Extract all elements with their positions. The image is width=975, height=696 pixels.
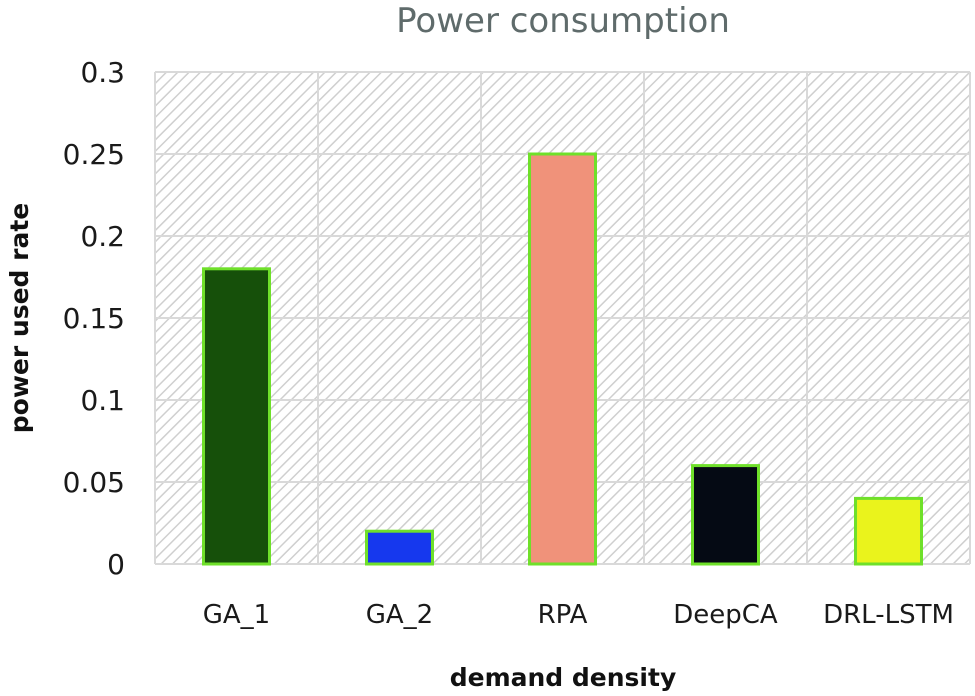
x-category-label: GA_1 bbox=[203, 600, 270, 630]
y-tick-label: 0.2 bbox=[80, 220, 125, 253]
y-axis-title: power used rate bbox=[5, 203, 34, 434]
y-tick-label: 0.25 bbox=[63, 138, 125, 171]
x-axis-title: demand density bbox=[450, 663, 677, 692]
y-axis-tick-labels: 0 0.05 0.1 0.15 0.2 0.25 0.3 bbox=[63, 56, 125, 581]
y-tick-label: 0.15 bbox=[63, 302, 125, 335]
y-tick-label: 0.05 bbox=[63, 466, 125, 499]
y-tick-label: 0 bbox=[107, 548, 125, 581]
x-category-label: GA_2 bbox=[366, 600, 433, 630]
y-tick-label: 0.1 bbox=[80, 384, 125, 417]
x-category-label: DRL-LSTM bbox=[823, 600, 954, 630]
bar-ga-1 bbox=[202, 267, 271, 566]
bar-ga-2 bbox=[365, 529, 434, 566]
bar-rpa bbox=[528, 152, 597, 566]
x-category-label: RPA bbox=[538, 600, 588, 630]
bar-drl-lstm bbox=[854, 496, 923, 566]
chart-title: Power consumption bbox=[396, 1, 730, 41]
y-tick-label: 0.3 bbox=[80, 56, 125, 89]
bars bbox=[202, 152, 923, 566]
bar-deepca bbox=[691, 464, 760, 566]
x-category-label: DeepCA bbox=[673, 600, 778, 630]
x-axis-category-labels: GA_1 GA_2 RPA DeepCA DRL-LSTM bbox=[203, 600, 954, 630]
